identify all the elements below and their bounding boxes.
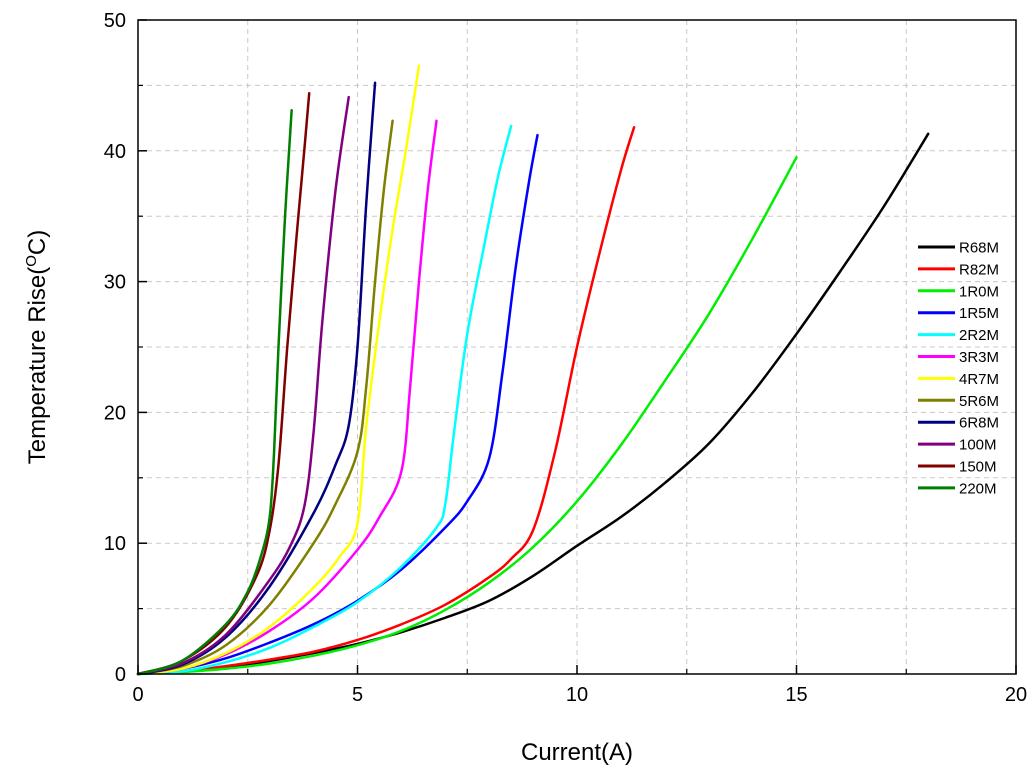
y-tick-label: 20 (104, 402, 126, 424)
x-tick-label: 20 (1005, 684, 1027, 706)
series-line-r68m (136, 132, 930, 676)
x-tick-label: 10 (566, 684, 588, 706)
legend-label: R68M (959, 240, 999, 257)
legend-label: 3R3M (959, 349, 999, 366)
series-line-r82m (136, 126, 636, 676)
series-line-150m (136, 92, 311, 676)
legend-label: R82M (959, 261, 999, 278)
series-lines (136, 64, 930, 676)
series-line-3r3m (136, 119, 438, 676)
series-line-1r5m (136, 133, 539, 676)
legend-label: 100M (959, 437, 997, 454)
x-axis-title: Current(A) (521, 739, 633, 766)
x-tick-label: 5 (352, 684, 363, 706)
series-line-100m (136, 95, 350, 676)
y-tick-label: 10 (104, 533, 126, 555)
legend-label: 6R8M (959, 415, 999, 432)
y-tick-label: 40 (104, 141, 126, 163)
legend-label: 4R7M (959, 371, 999, 388)
series-line-4r7m (136, 64, 421, 676)
y-axis-title-degree: O (23, 255, 40, 267)
legend-label: 150M (959, 459, 997, 476)
series-line-2r2m (136, 124, 513, 676)
y-tick-label: 50 (104, 10, 126, 32)
y-tick-label: 30 (104, 272, 126, 294)
x-tick-label: 0 (132, 684, 143, 706)
tick-labels: 0 5 10 15 20 0 10 20 30 40 50 (104, 10, 1027, 706)
legend-label: 5R6M (959, 393, 999, 410)
y-axis-title-main: Temperature Rise( (24, 267, 51, 464)
series-line-220m (136, 109, 293, 676)
y-tick-label: 0 (115, 664, 126, 686)
x-tick-label: 15 (785, 684, 807, 706)
y-axis-title-unit: C) (24, 230, 51, 255)
y-axis-title: Temperature Rise(OC) (23, 230, 51, 464)
tick-marks (137, 19, 1017, 675)
legend-label: 1R0M (959, 283, 999, 300)
series-line-6r8m (136, 81, 377, 676)
legend-label: 2R2M (959, 327, 999, 344)
legend: R68M R82M 1R0M 1R5M 2R2M 3R3M 4R7M 5R6M 6R8M 100M… (918, 240, 999, 497)
series-line-1r0m (136, 156, 798, 676)
legend-label: 1R5M (959, 305, 999, 322)
legend-label: 220M (959, 480, 997, 497)
series-line-5r6m (136, 119, 394, 676)
